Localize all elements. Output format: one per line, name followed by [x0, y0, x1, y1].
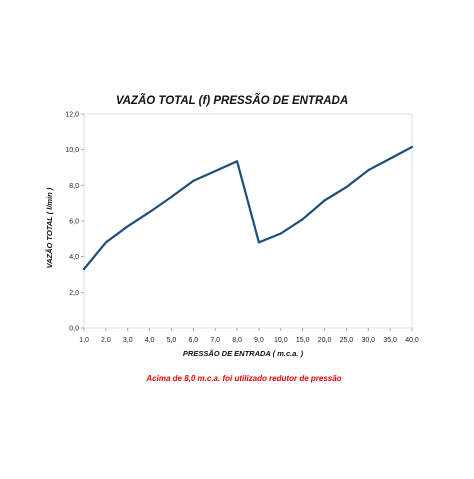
data-point — [389, 157, 392, 160]
data-point — [323, 199, 326, 202]
x-tick-label: 10,0 — [274, 337, 288, 344]
chart-note: Acima de 8,0 m.c.a. foi utilizado reduto… — [145, 374, 341, 383]
y-axis-ticks: 0,0 2,0 4,0 6,0 8,0 10,0 12,0 — [65, 112, 84, 333]
x-tick-label: 8,0 — [232, 337, 242, 344]
x-tick-label: 1,0 — [79, 337, 89, 344]
x-tick-label: 4,0 — [145, 337, 155, 344]
x-tick-label: 40,0 — [405, 337, 419, 344]
x-axis-ticks: 1,0 2,0 3,0 4,0 5,0 6,0 7,0 8,0 9,0 10,0 15,0 20,0 2… — [79, 328, 419, 344]
data-point — [258, 241, 260, 244]
x-tick-label: 7,0 — [210, 337, 220, 344]
data-point — [301, 218, 304, 221]
y-tick-label: 6,0 — [69, 219, 79, 226]
data-point — [345, 186, 348, 189]
x-tick-label: 6,0 — [188, 337, 198, 344]
y-tick-label: 4,0 — [69, 254, 79, 261]
data-point — [411, 146, 413, 148]
x-tick-label: 3,0 — [123, 337, 133, 344]
data-point — [214, 170, 217, 172]
x-tick-label: 2,0 — [101, 337, 111, 344]
x-tick-label: 30,0 — [361, 337, 375, 344]
y-tick-label: 10,0 — [65, 147, 79, 154]
data-point — [236, 160, 238, 163]
x-tick-label: 25,0 — [340, 337, 354, 344]
x-tick-label: 35,0 — [383, 337, 397, 344]
y-tick-label: 0,0 — [69, 326, 79, 333]
series-line-0 — [82, 145, 414, 271]
data-point — [192, 179, 195, 182]
y-tick-label: 2,0 — [69, 290, 79, 297]
data-point — [367, 169, 370, 172]
x-tick-label: 5,0 — [167, 337, 177, 344]
x-tick-label: 9,0 — [254, 337, 264, 344]
chart-title: VAZÃO TOTAL (f) PRESSÃO DE ENTRADA — [116, 94, 348, 107]
data-point — [104, 241, 107, 244]
series-layer — [82, 145, 414, 271]
data-point — [83, 268, 85, 271]
y-tick-label: 12,0 — [65, 112, 79, 119]
data-point — [126, 225, 129, 228]
x-tick-label: 15,0 — [296, 337, 310, 344]
data-point — [279, 232, 282, 235]
y-tick-label: 8,0 — [69, 183, 79, 190]
data-point — [170, 196, 173, 198]
x-tick-label: 20,0 — [318, 337, 332, 344]
data-point — [148, 211, 151, 213]
y-axis-title: VAZÃO TOTAL ( l/min ) — [45, 187, 54, 268]
x-axis-title: PRESSÃO DE ENTRADA ( m.c.a. ) — [183, 349, 304, 358]
